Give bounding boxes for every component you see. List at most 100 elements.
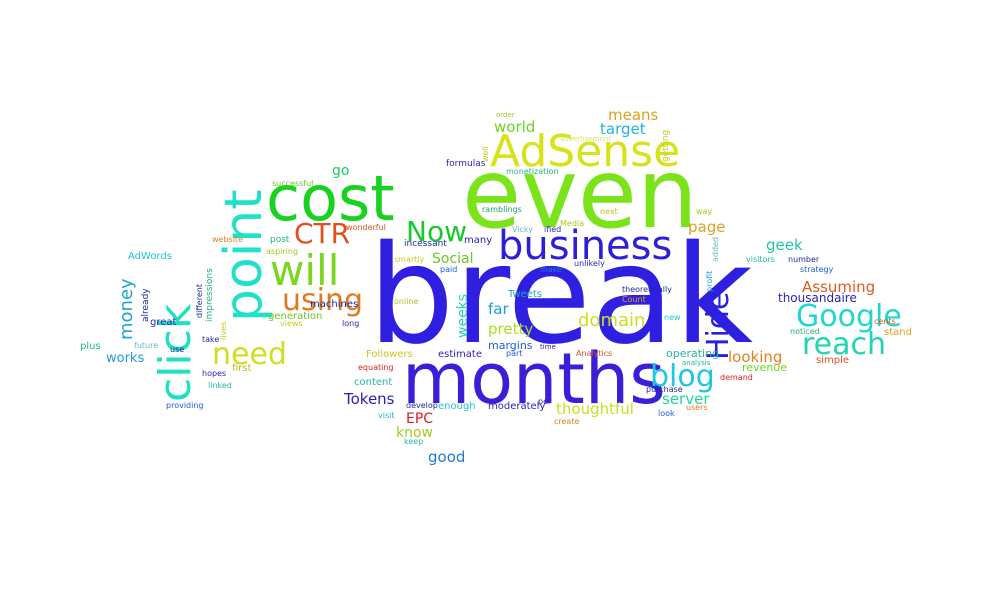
- word-already: already: [141, 288, 151, 322]
- word-order: order: [496, 111, 515, 119]
- word-target: target: [600, 120, 646, 138]
- word-business: business: [498, 223, 673, 269]
- word-providing: providing: [166, 401, 204, 410]
- word-users: users: [686, 403, 708, 412]
- word-server: server: [662, 390, 710, 408]
- word-post: post: [270, 235, 290, 245]
- word-cost: cost: [266, 162, 395, 235]
- word-vicky: Vicky: [512, 225, 533, 234]
- word-looking: looking: [728, 348, 783, 366]
- word-moderately: moderately: [488, 401, 546, 412]
- word-now: Now: [406, 215, 467, 248]
- word-geek: geek: [766, 236, 803, 254]
- word-revenue: revenue: [742, 361, 788, 374]
- word-visitors: visitors: [746, 255, 775, 264]
- word-tweets: Tweets: [508, 289, 543, 300]
- word-ramblings: ramblings: [482, 205, 522, 214]
- word-getting: getting: [661, 129, 671, 162]
- word-google: Google: [796, 299, 902, 334]
- word-will: will: [270, 246, 340, 295]
- word-make: make: [540, 265, 562, 274]
- word-thoughtful: thoughtful: [556, 400, 634, 418]
- word-plus: plus: [80, 341, 101, 352]
- word-thousandaire: thousandaire: [778, 291, 857, 305]
- word-generation: generation: [268, 311, 323, 322]
- word-blog: blog: [650, 359, 715, 394]
- word-aspiring: aspiring: [266, 247, 299, 256]
- word-advertisement: advertisement: [560, 135, 612, 143]
- word-unlikely: unlikely: [574, 259, 605, 268]
- word-pretty: pretty: [488, 320, 534, 338]
- word-world: world: [494, 118, 536, 136]
- word-know: know: [396, 425, 433, 441]
- word-website: website: [212, 235, 243, 244]
- word-social: Social: [432, 251, 474, 267]
- word-way: way: [696, 207, 713, 216]
- word-even: even: [462, 138, 698, 250]
- word-need: need: [212, 337, 287, 372]
- word-page: page: [688, 218, 726, 236]
- word-well: well: [481, 146, 490, 162]
- word-adwords: AdWords: [128, 251, 172, 262]
- word-visit: visit: [378, 411, 395, 420]
- word-wonderful: wonderful: [346, 223, 386, 232]
- word-take: take: [202, 335, 220, 344]
- word-simple: simple: [816, 355, 850, 366]
- word-epc: EPC: [406, 411, 434, 427]
- word-future: future: [134, 341, 159, 350]
- word-successful: successful: [272, 179, 314, 188]
- word-operating: operating: [666, 347, 720, 360]
- word-strategy: strategy: [800, 265, 834, 274]
- word-lives: lives: [219, 321, 228, 340]
- word-part: part: [506, 349, 523, 358]
- word-added: added: [711, 236, 720, 262]
- word-keep: keep: [404, 437, 424, 446]
- word-go: go: [332, 163, 350, 179]
- word-money: money: [116, 278, 137, 340]
- word-use: use: [170, 345, 185, 354]
- word-hopes: hopes: [202, 369, 227, 378]
- word-far: far: [488, 300, 509, 318]
- word-ctr: CTR: [294, 217, 351, 250]
- word-theoretically: theoretically: [622, 285, 672, 294]
- word-months: months: [402, 338, 666, 420]
- word-adsense: AdSense: [490, 126, 681, 177]
- word-next: next: [600, 207, 618, 216]
- word-paid: paid: [440, 265, 458, 274]
- word-stand: stand: [884, 327, 912, 338]
- word-purchase: purchase: [646, 385, 683, 394]
- word-weeks: weeks: [455, 293, 471, 338]
- word-demand: demand: [720, 373, 753, 382]
- word-assuming: Assuming: [802, 278, 876, 296]
- word-linked: linked: [208, 381, 232, 390]
- word-number: number: [788, 255, 820, 264]
- word-media: Media: [560, 219, 585, 228]
- word-online: online: [394, 297, 419, 306]
- word-cents: cents: [874, 317, 896, 326]
- word-margins: margins: [488, 339, 533, 352]
- word-views: views: [280, 319, 303, 328]
- word-followers: Followers: [366, 349, 413, 360]
- word-analytics: Analytics: [576, 349, 613, 358]
- word-develop: develop: [406, 401, 438, 410]
- word-smartly: smartly: [394, 255, 425, 264]
- word-machines: machines: [310, 299, 359, 310]
- word-incessant: incessant: [404, 239, 447, 249]
- word-monetization: monetization: [506, 167, 559, 176]
- word-point: point: [214, 189, 274, 322]
- word-long: long: [342, 319, 360, 328]
- word-estimate: estimate: [438, 349, 483, 360]
- word-formulas: formulas: [446, 159, 486, 169]
- word-good: good: [428, 448, 466, 466]
- word-works: works: [106, 351, 145, 366]
- word-first: first: [232, 363, 252, 374]
- word-count: Count: [622, 295, 646, 304]
- word-content: content: [354, 377, 393, 388]
- word-per: per: [538, 397, 552, 406]
- word-means: means: [608, 106, 659, 124]
- word-analysis: analysis: [682, 359, 711, 367]
- word-create: create: [554, 417, 580, 426]
- word-break: break: [368, 217, 754, 375]
- word-great: great: [150, 317, 177, 328]
